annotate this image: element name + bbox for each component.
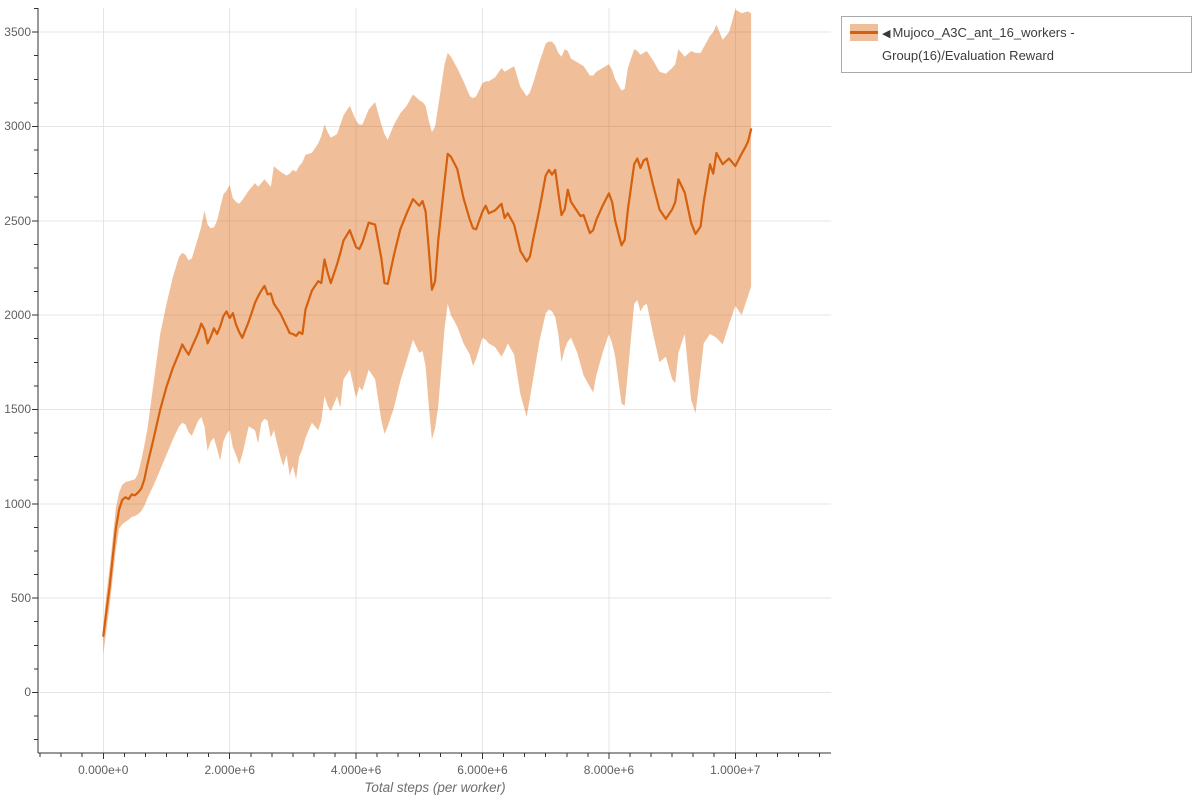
x-axis-title: Total steps (per worker)	[364, 780, 506, 795]
x-tick-label: 2.000e+6	[204, 763, 255, 777]
legend-entry[interactable]: ◀ Mujoco_A3C_ant_16_workers - Group(16)/E…	[882, 22, 1181, 67]
legend-swatch-line	[850, 31, 878, 34]
y-tick-label: 0	[24, 685, 31, 700]
confidence-band	[103, 9, 752, 654]
y-tick-label: 2500	[4, 213, 31, 228]
legend-collapse-icon[interactable]: ◀	[882, 28, 891, 40]
y-tick-label: 1000	[4, 496, 31, 511]
x-tick-label: 4.000e+6	[330, 763, 382, 777]
y-tick-label: 1500	[4, 402, 31, 417]
x-tick-label: 0.000e+0	[78, 763, 129, 777]
y-tick-label: 3500	[4, 25, 31, 40]
mean-line	[102, 128, 753, 637]
y-tick-label: 500	[10, 591, 31, 606]
x-tick-label: 1.000e+7	[710, 763, 761, 777]
x-tick-label: 8.000e+6	[583, 763, 635, 777]
legend-swatch-band	[850, 24, 878, 41]
legend[interactable]: ◀ Mujoco_A3C_ant_16_workers - Group(16)/E…	[841, 16, 1192, 73]
y-tick-label: 3000	[4, 119, 31, 134]
x-tick-label: 6.000e+6	[457, 763, 508, 777]
y-tick-label: 2000	[4, 308, 31, 323]
legend-entry-label[interactable]: Mujoco_A3C_ant_16_workers - Group(16)/Ev…	[882, 25, 1075, 63]
